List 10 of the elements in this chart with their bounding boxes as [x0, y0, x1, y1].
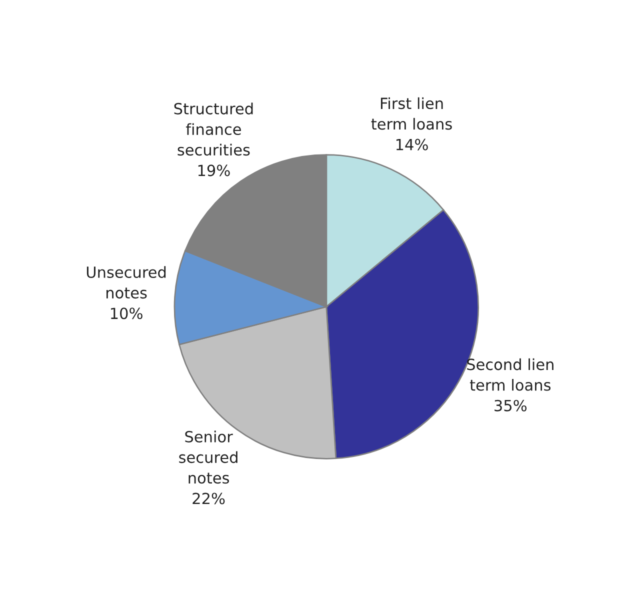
slice-label: Second lien term loans: [467, 358, 554, 391]
data-label: 19%: [198, 164, 230, 176]
data-label: 35%: [494, 400, 527, 412]
data-label: 22%: [192, 492, 225, 504]
slice-label: First lien term loans: [371, 97, 452, 130]
data-label: 10%: [110, 308, 142, 320]
slice-label: Structured finance securities: [174, 102, 253, 156]
slice-label: Senior secured notes: [179, 430, 238, 484]
data-label: 14%: [396, 138, 428, 150]
slice-label: Unsecured notes: [86, 266, 166, 299]
